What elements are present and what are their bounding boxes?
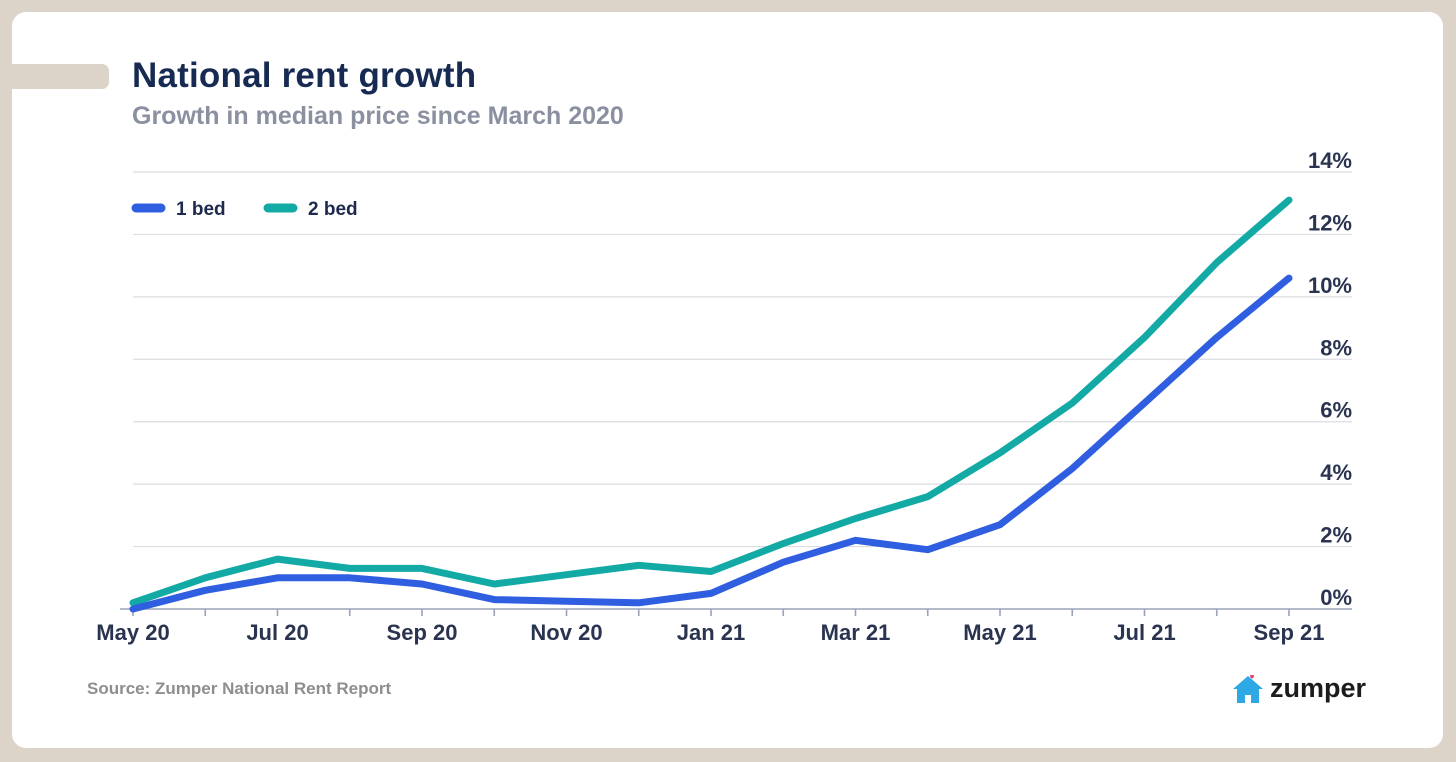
x-tick-label: May 20 (96, 620, 169, 645)
chart-card: National rent growth Growth in median pr… (12, 12, 1443, 748)
y-tick-label: 2% (1320, 523, 1352, 548)
x-tick-label: Nov 20 (530, 620, 602, 645)
x-tick-label: Mar 21 (821, 620, 891, 645)
brand-name: zumper (1270, 672, 1367, 703)
y-tick-label: 14% (1308, 148, 1352, 173)
x-axis (120, 608, 1352, 616)
legend-label: 2 bed (308, 199, 358, 220)
zumper-logo: zumper (1230, 670, 1366, 706)
x-tick-label: Jul 20 (246, 620, 308, 645)
house-icon (1233, 674, 1263, 703)
x-tick-label: May 21 (963, 620, 1036, 645)
chart-subtitle: Growth in median price since March 2020 (132, 102, 624, 130)
x-tick-label: Jan 21 (677, 620, 746, 645)
chart-title: National rent growth (132, 56, 477, 95)
y-tick-label: 0% (1320, 585, 1352, 610)
y-tick-label: 4% (1320, 460, 1352, 485)
series-line-1-bed (129, 274, 1293, 613)
x-tick-label: Sep 20 (387, 620, 458, 645)
y-tick-label: 6% (1320, 398, 1352, 423)
series-line-2-bed (129, 196, 1293, 607)
series-lines (129, 196, 1293, 613)
y-tick-label: 10% (1308, 273, 1352, 298)
x-tick-label: Sep 21 (1254, 620, 1325, 645)
legend-label: 1 bed (176, 199, 226, 220)
y-tick-label: 12% (1308, 210, 1352, 235)
y-tick-labels: 0% 2% 4% 6% 8% 10% 12% 14% (1308, 148, 1352, 610)
legend: 1 bed 2 bed (131, 199, 358, 220)
source-note: Source: Zumper National Rent Report (87, 679, 392, 698)
y-tick-label: 8% (1320, 335, 1352, 360)
x-tick-labels: May 20 Jul 20 Sep 20 Nov 20 Jan 21 Mar 21 May … (96, 620, 1324, 645)
grid-lines (133, 171, 1352, 548)
x-tick-label: Jul 21 (1113, 620, 1175, 645)
decorative-tab (12, 64, 109, 89)
